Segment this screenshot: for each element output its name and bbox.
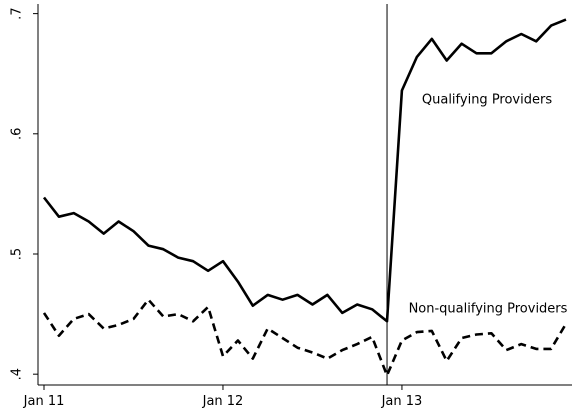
y-tick-label: .6 (10, 128, 25, 140)
y-tick-label: .7 (10, 7, 25, 19)
y-tick-label: .4 (10, 368, 25, 380)
x-tick-label: Jan 13 (381, 394, 423, 409)
y-tick-label: .5 (10, 248, 25, 260)
series-label: Qualifying Providers (422, 93, 552, 108)
x-tick-label: Jan 11 (23, 394, 65, 409)
x-tick-label: Jan 12 (202, 394, 244, 409)
series-label: Non-qualifying Providers (409, 302, 568, 317)
series-line (42, 298, 568, 377)
series-line (42, 18, 567, 323)
